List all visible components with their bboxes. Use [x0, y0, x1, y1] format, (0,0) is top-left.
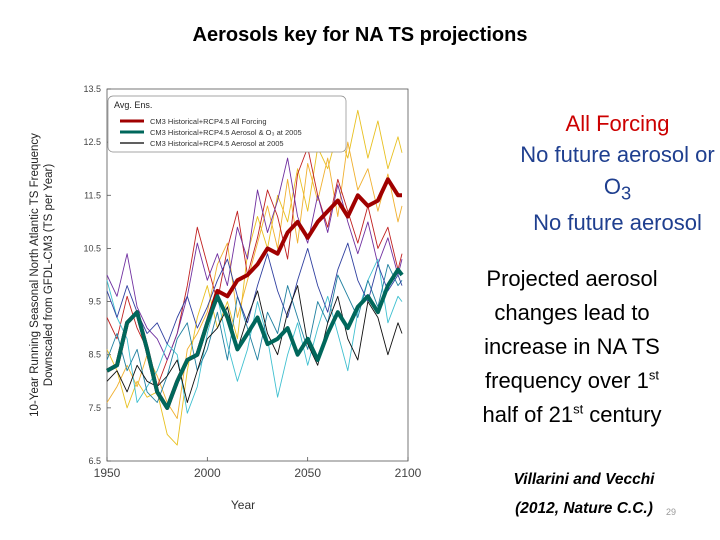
- x-axis-label: Year: [231, 498, 255, 512]
- conclusion-line-5-sup: st: [573, 402, 584, 418]
- y-tick-label: 9.5: [88, 297, 101, 307]
- key-no-future-aerosol: No future aerosol: [533, 209, 702, 235]
- legend-label-aerosol-o3: CM3 Historical+RCP4.5 Aerosol & O₃ at 20…: [150, 128, 302, 137]
- series-line-9: [106, 267, 404, 410]
- key-all-forcing: All Forcing: [565, 111, 670, 136]
- tc-frequency-chart: 6.5 7.5 8.5 9.5 10.5 11.5 12.5 13.5 1950 2000 205…: [29, 84, 422, 512]
- key-no-future-aerosol-o3-text: No future aerosol or O: [520, 142, 715, 199]
- key-no-future-aerosol-o3: No future aerosol or O3: [515, 139, 720, 206]
- slide-number: 29: [666, 507, 677, 517]
- series-line-1: [106, 141, 403, 419]
- conclusion-line-5: half of 21st century: [446, 398, 698, 432]
- slide-title: Aerosols key for NA TS projections: [192, 24, 528, 46]
- y-tick-label: 10.5: [83, 243, 101, 253]
- conclusion-line-2: changes lead to: [494, 300, 650, 326]
- y-tick-label: 13.5: [83, 84, 101, 94]
- legend-label-aerosol: CM3 Historical+RCP4.5 Aerosol at 2005: [150, 139, 284, 148]
- conclusion-line-4-text: frequency over 1: [485, 368, 649, 394]
- conclusion-line-4: frequency over 1st: [446, 364, 698, 398]
- legend-title: Avg. Ens.: [114, 100, 152, 110]
- y-tick-label: 6.5: [88, 456, 101, 466]
- conclusion-line-5-text: half of 21: [482, 402, 574, 428]
- y-axis-label-line1: 10-Year Running Seasonal North Atlantic …: [29, 133, 41, 417]
- y-tick-label: 12.5: [83, 137, 101, 147]
- series-line-4: [106, 258, 403, 414]
- citation: Villarini and Vecchi (2012, Nature C.C.): [494, 466, 674, 523]
- conclusion-line-3: increase in NA TS: [484, 334, 660, 360]
- series-line-6: [106, 242, 403, 345]
- conclusion-text: Projected aerosol changes lead to increa…: [446, 262, 698, 432]
- series-line-3: [106, 157, 403, 361]
- y-tick-label: 11.5: [84, 190, 101, 200]
- legend-frame: [107, 95, 347, 153]
- x-tick-label: 2100: [395, 466, 422, 480]
- series-key: All Forcing No future aerosol or O3 No f…: [515, 108, 720, 238]
- x-tick-label: 1950: [94, 466, 121, 480]
- citation-authors: Villarini and Vecchi: [513, 471, 655, 488]
- conclusion-line-4-sup: st: [648, 367, 659, 383]
- conclusion-line-1: Projected aerosol: [486, 266, 658, 291]
- citation-journal: (2012, Nature C.C.): [515, 499, 653, 517]
- y-tick-label: 8.5: [88, 350, 101, 360]
- key-o3-subscript: 3: [620, 182, 632, 204]
- y-axis-label-line2: Downscaled from GFDL-CM3 (TS per Year): [43, 164, 55, 387]
- chart-legend: Avg. Ens. CM3 Historical+RCP4.5 All Forc…: [107, 95, 347, 153]
- series-line-5: [106, 263, 403, 403]
- y-tick-label: 7.5: [88, 403, 101, 413]
- conclusion-line-5-tail: century: [583, 402, 662, 428]
- legend-label-all-forcing: CM3 Historical+RCP4.5 All Forcing: [150, 117, 267, 126]
- x-tick-label: 2050: [294, 466, 321, 480]
- x-tick-label: 2000: [194, 466, 221, 480]
